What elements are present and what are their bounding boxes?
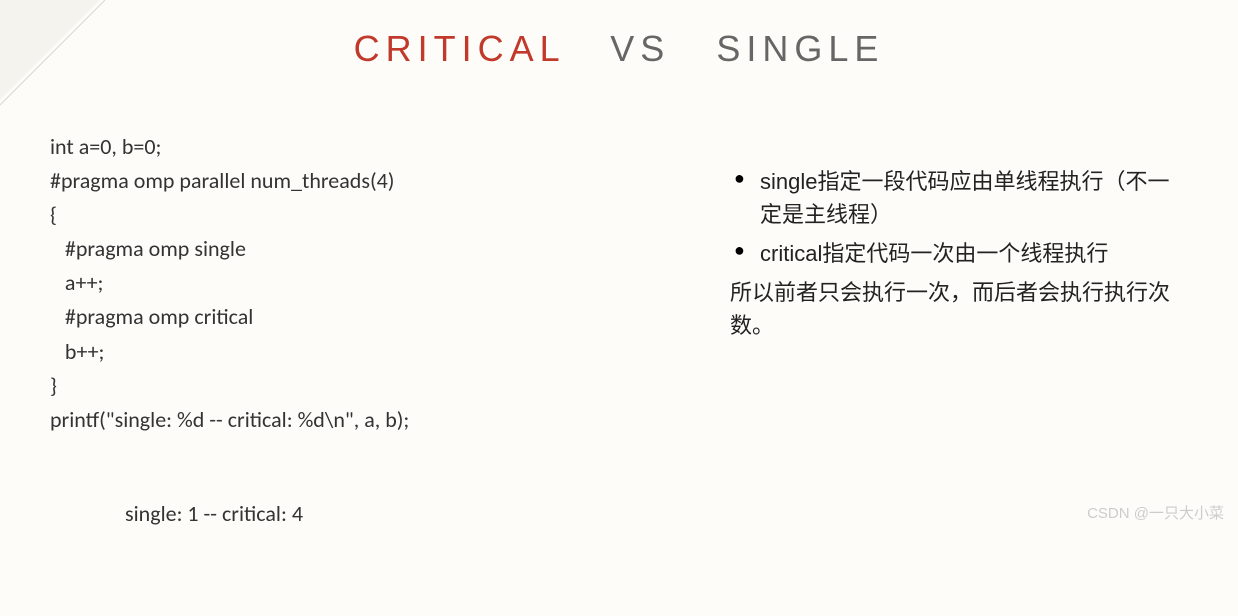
bullet-item-single: single指定一段代码应由单线程执行（不一定是主线程） (730, 165, 1188, 231)
title-critical: CRITICAL (354, 28, 565, 69)
code-block: int a=0, b=0; #pragma omp parallel num_t… (50, 130, 610, 437)
slide-title: CRITICAL VS SINGLE (0, 0, 1238, 70)
corner-line-decoration (0, 0, 150, 150)
code-line-6: #pragma omp critical (50, 303, 253, 330)
code-line-3: { (50, 201, 57, 228)
conclusion-text: 所以前者只会执行一次，而后者会执行执行次数。 (730, 276, 1188, 342)
code-line-5: a++; (50, 269, 103, 296)
bullet-item-critical: critical指定代码一次由一个线程执行 (730, 237, 1188, 270)
code-column: int a=0, b=0; #pragma omp parallel num_t… (50, 130, 610, 531)
code-line-8: } (50, 372, 57, 399)
content-area: int a=0, b=0; #pragma omp parallel num_t… (0, 70, 1238, 531)
output-text: single: 1 -- critical: 4 (50, 497, 610, 531)
title-vs: VS (610, 28, 670, 69)
code-line-4: #pragma omp single (50, 235, 246, 262)
code-line-2: #pragma omp parallel num_threads(4) (50, 167, 394, 194)
code-line-9: printf("single: %d -- critical: %d\n", a… (50, 406, 409, 433)
code-line-7: b++; (50, 338, 104, 365)
csdn-watermark: CSDN @一只大小菜 (1087, 502, 1224, 523)
title-single: SINGLE (716, 28, 884, 69)
explanation-column: single指定一段代码应由单线程执行（不一定是主线程） critical指定代… (610, 130, 1188, 531)
bullet-list: single指定一段代码应由单线程执行（不一定是主线程） critical指定代… (730, 165, 1188, 270)
